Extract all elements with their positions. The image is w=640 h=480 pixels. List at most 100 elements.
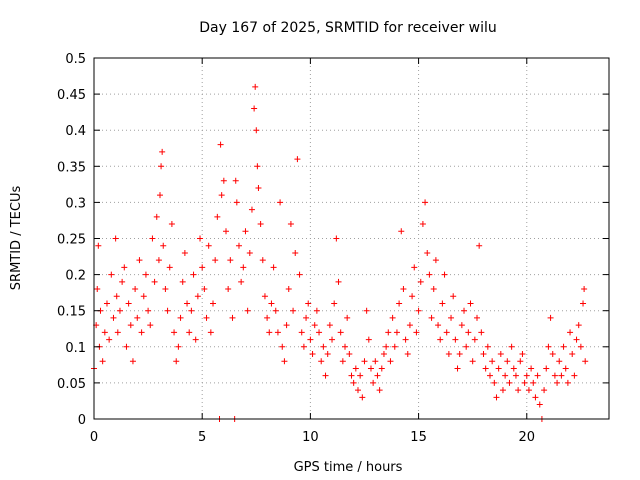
data-point (298, 329, 305, 336)
data-point (113, 293, 120, 300)
data-point (94, 286, 101, 293)
data-points (91, 83, 589, 422)
data-point (173, 358, 180, 365)
data-point (525, 387, 532, 394)
data-point (547, 314, 554, 321)
data-point (523, 372, 530, 379)
data-point (359, 394, 366, 401)
data-point (333, 235, 340, 242)
data-point (556, 358, 563, 365)
data-point (252, 83, 259, 90)
data-point (406, 322, 413, 329)
data-point (277, 199, 284, 206)
data-point (528, 365, 535, 372)
data-point (274, 329, 281, 336)
data-point (575, 322, 582, 329)
data-point (320, 343, 327, 350)
y-tick-label: 0.05 (57, 377, 86, 392)
data-point (417, 278, 424, 285)
y-tick-label: 0.2 (65, 269, 86, 284)
data-point (573, 336, 580, 343)
data-point (543, 365, 550, 372)
grid-lines (94, 58, 609, 419)
data-point (188, 307, 195, 314)
data-point (316, 329, 323, 336)
data-point (227, 257, 234, 264)
data-point (415, 307, 422, 314)
data-point (478, 329, 485, 336)
data-point (257, 221, 264, 228)
data-point (352, 365, 359, 372)
data-point (268, 300, 275, 307)
data-point (370, 379, 377, 386)
data-point (504, 358, 511, 365)
data-point (166, 264, 173, 271)
data-point (238, 278, 245, 285)
y-axis-label: SRMTID / TECUs (9, 186, 24, 291)
data-point (357, 372, 364, 379)
data-point (116, 307, 123, 314)
data-point (581, 286, 588, 293)
data-point (367, 365, 374, 372)
data-point (471, 336, 478, 343)
data-point (484, 343, 491, 350)
data-point (515, 387, 522, 394)
data-point (339, 358, 346, 365)
data-point (235, 242, 242, 249)
data-point (441, 271, 448, 278)
data-point (376, 387, 383, 394)
data-point (179, 278, 186, 285)
data-point (582, 358, 589, 365)
data-point (456, 351, 463, 358)
data-point (476, 242, 483, 249)
data-point (577, 343, 584, 350)
data-point (398, 228, 405, 235)
data-point (422, 199, 429, 206)
data-point (508, 343, 515, 350)
data-point (335, 278, 342, 285)
data-point (499, 387, 506, 394)
data-point (569, 351, 576, 358)
data-point (346, 351, 353, 358)
data-point (517, 358, 524, 365)
data-point (389, 314, 396, 321)
data-point (313, 307, 320, 314)
data-point (248, 206, 255, 213)
data-point (554, 379, 561, 386)
x-tick-label: 0 (90, 430, 98, 445)
data-point (217, 141, 224, 148)
data-point (259, 257, 266, 264)
chart-title: Day 167 of 2025, SRMTID for receiver wil… (199, 20, 497, 36)
data-point (156, 192, 163, 199)
data-point (322, 372, 329, 379)
data-point (203, 314, 210, 321)
y-tick-label: 0.4 (65, 124, 86, 139)
data-point (385, 329, 392, 336)
data-point (283, 322, 290, 329)
data-point (261, 293, 268, 300)
data-point (151, 278, 158, 285)
data-point (162, 286, 169, 293)
data-point (365, 336, 372, 343)
data-point (110, 314, 117, 321)
data-point (199, 264, 206, 271)
data-point (428, 314, 435, 321)
data-point (184, 300, 191, 307)
data-point (272, 307, 279, 314)
data-point (232, 177, 239, 184)
data-point (506, 379, 513, 386)
data-point (305, 300, 312, 307)
data-point (450, 293, 457, 300)
data-point (497, 351, 504, 358)
data-point (400, 286, 407, 293)
data-point (331, 300, 338, 307)
y-tick-label: 0.3 (65, 196, 86, 211)
y-tick-label: 0.5 (65, 52, 86, 67)
data-point (159, 148, 166, 155)
data-point (119, 278, 126, 285)
data-point (190, 271, 197, 278)
data-point (212, 257, 219, 264)
data-point (138, 329, 145, 336)
data-point (168, 221, 175, 228)
data-point (264, 314, 271, 321)
